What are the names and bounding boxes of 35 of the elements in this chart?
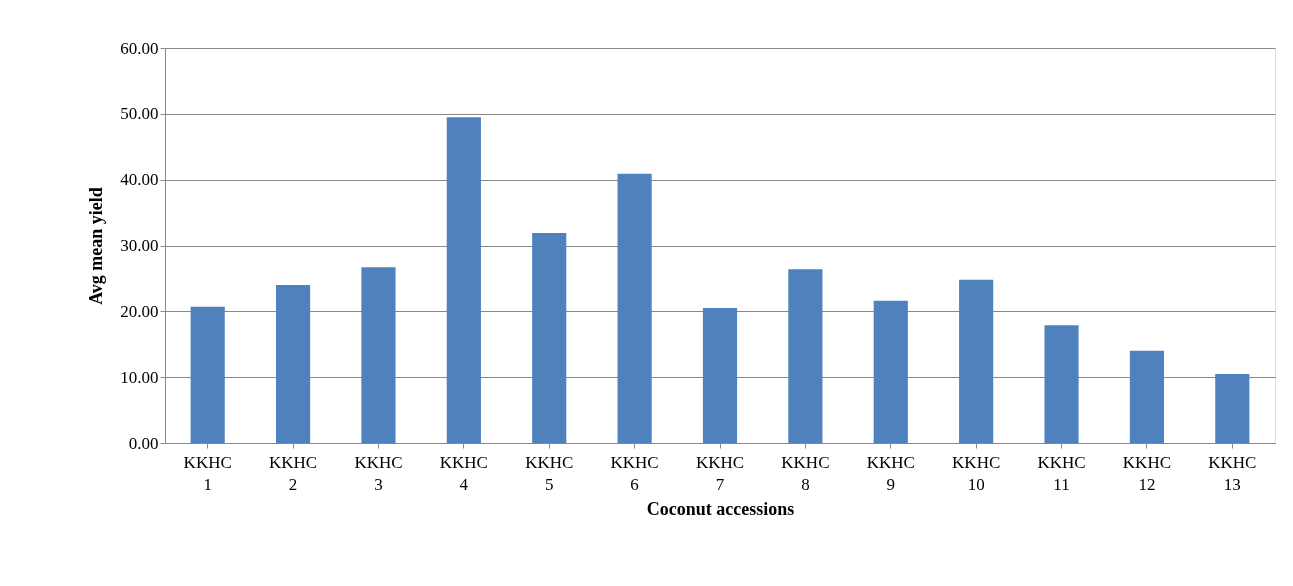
- bar: [1129, 350, 1164, 443]
- x-tick-label: KKHC 4: [439, 452, 488, 494]
- x-tick-label: KKHC 6: [610, 452, 659, 494]
- bar: [532, 232, 567, 443]
- x-tick-label: KKHC 9: [866, 452, 915, 494]
- y-tick-label: 20.00: [120, 301, 159, 321]
- x-tick-label: KKHC 10: [952, 452, 1001, 494]
- y-tick-label: 60.00: [120, 38, 159, 58]
- bar: [190, 306, 225, 443]
- bar: [702, 308, 738, 443]
- x-tick-label: KKHC 12: [1122, 452, 1172, 494]
- x-tick-label: KKHC 2: [268, 452, 318, 494]
- bar: [1215, 373, 1250, 443]
- x-axis-title: Coconut accessions: [646, 498, 795, 519]
- x-tick-label: KKHC 7: [695, 452, 745, 494]
- y-axis-title: Avg mean yield: [86, 187, 107, 305]
- bar: [1044, 325, 1079, 443]
- bar: [617, 173, 652, 443]
- bar: [361, 267, 396, 443]
- x-tick-label: KKHC 5: [525, 452, 574, 494]
- bar: [873, 300, 908, 443]
- bar: [788, 269, 823, 443]
- y-tick-label: 30.00: [120, 236, 159, 255]
- y-tick-label: 50.00: [120, 104, 159, 124]
- y-tick-label: 0.00: [128, 433, 159, 453]
- y-tick-label: 40.00: [120, 170, 159, 190]
- x-tick-label: KKHC 11: [1037, 452, 1086, 494]
- bar: [276, 285, 311, 443]
- bar: [959, 279, 994, 443]
- x-tick-label: KKHC 13: [1208, 452, 1257, 494]
- x-tick-label: KKHC 8: [781, 452, 830, 494]
- x-tick-label: KKHC 3: [354, 452, 403, 494]
- x-tick-label: KKHC 1: [183, 452, 232, 494]
- y-tick-label: 10.00: [120, 367, 159, 387]
- bar: [446, 117, 481, 443]
